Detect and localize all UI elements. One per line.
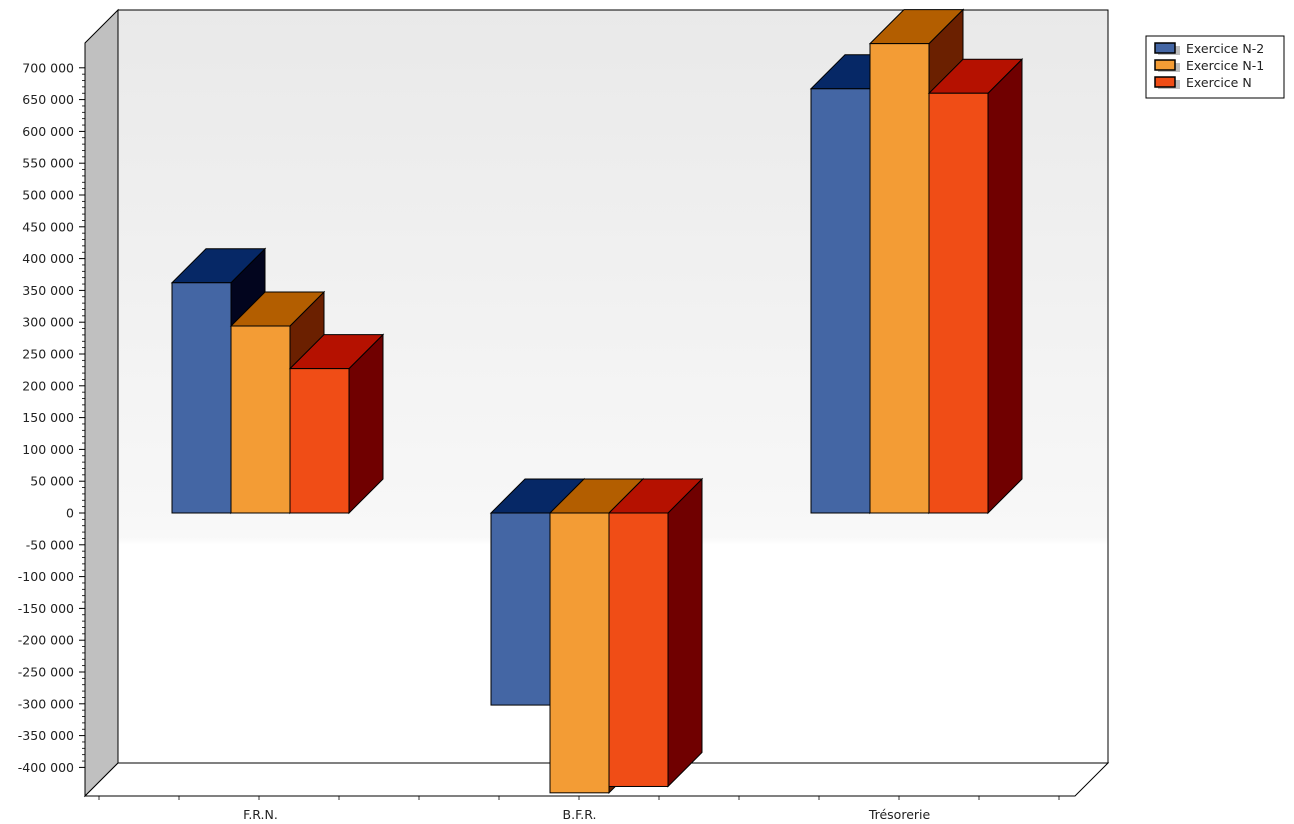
y-tick-label: 150 000 xyxy=(22,410,74,425)
y-tick-label: -50 000 xyxy=(26,537,74,552)
y-tick-label: 450 000 xyxy=(22,219,74,234)
y-tick-label: 250 000 xyxy=(22,347,74,362)
bar-front xyxy=(928,92,989,514)
y-tick-label: 650 000 xyxy=(22,92,74,107)
bar-front xyxy=(490,512,551,706)
y-tick-label: 300 000 xyxy=(22,315,74,330)
y-tick-label: -300 000 xyxy=(18,696,74,711)
legend-swatch xyxy=(1154,59,1176,71)
bar-front xyxy=(608,512,669,787)
y-tick-label: 350 000 xyxy=(22,283,74,298)
bar-2-0 xyxy=(288,333,385,515)
y-tick-label: 200 000 xyxy=(22,378,74,393)
y-tick-label: -100 000 xyxy=(18,569,74,584)
bar-front xyxy=(230,325,291,514)
y-tick-label: 550 000 xyxy=(22,156,74,171)
legend: Exercice N-2 Exercice N-1 Exercice N xyxy=(1145,35,1285,99)
y-tick-label: 100 000 xyxy=(22,442,74,457)
legend-item: Exercice N xyxy=(1154,75,1252,90)
y-ticks: 700 000 650 000 600 000 550 000 500 000 450 0… xyxy=(18,60,85,775)
y-tick-label: 0 xyxy=(66,506,74,521)
legend-label: Exercice N-2 xyxy=(1186,41,1264,56)
legend-swatch xyxy=(1154,76,1176,88)
bar-front xyxy=(171,282,232,514)
y-tick-label: -400 000 xyxy=(18,760,74,775)
x-labels: F.R.N. B.F.R. Trésorerie xyxy=(243,807,930,822)
bars xyxy=(170,8,1024,795)
legend-label: Exercice N xyxy=(1186,75,1252,90)
x-tick-label: B.F.R. xyxy=(563,807,597,822)
legend-swatch xyxy=(1154,42,1176,54)
bar-side xyxy=(667,477,703,788)
y-tick-label: 600 000 xyxy=(22,124,74,139)
legend-item: Exercice N-2 xyxy=(1154,41,1264,56)
bar-2-1 xyxy=(607,477,704,788)
y-tick-label: -200 000 xyxy=(18,633,74,648)
y-tick-label: -150 000 xyxy=(18,601,74,616)
legend-item: Exercice N-1 xyxy=(1154,58,1264,73)
bar-2-2 xyxy=(927,58,1024,515)
legend-label: Exercice N-1 xyxy=(1186,58,1264,73)
bar-side xyxy=(987,58,1023,515)
x-tick-label: Trésorerie xyxy=(868,807,931,822)
bar-front xyxy=(289,368,350,514)
left-wall xyxy=(84,8,119,798)
y-tick-label: 400 000 xyxy=(22,251,74,266)
bar-front xyxy=(810,88,871,514)
bar-front xyxy=(549,512,610,794)
x-tick-label: F.R.N. xyxy=(243,807,278,822)
bar-front xyxy=(869,43,930,514)
y-tick-label: 500 000 xyxy=(22,188,74,203)
y-tick-label: 700 000 xyxy=(22,60,74,75)
y-tick-label: 50 000 xyxy=(30,474,74,489)
x-ticks xyxy=(98,796,1060,800)
y-tick-label: -350 000 xyxy=(18,728,74,743)
y-tick-label: -250 000 xyxy=(18,665,74,680)
